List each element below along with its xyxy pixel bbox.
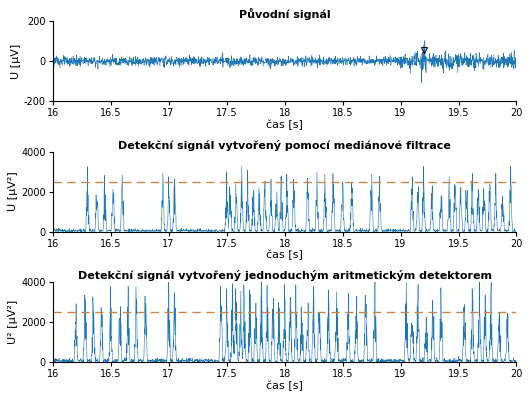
X-axis label: čas [s]: čas [s] <box>266 120 303 130</box>
Title: Detekční signál vytvořený pomocí mediánové filtrace: Detekční signál vytvořený pomocí mediáno… <box>118 140 451 151</box>
X-axis label: čas [s]: čas [s] <box>266 380 303 391</box>
Y-axis label: U [μV²]: U [μV²] <box>8 172 19 211</box>
Y-axis label: U² [μV²]: U² [μV²] <box>8 300 19 344</box>
Y-axis label: U [μV]: U [μV] <box>11 43 21 79</box>
Title: Původní signál: Původní signál <box>239 8 330 20</box>
Title: Detekční signál vytvořený jednoduchým aritmetickým detektorem: Detekční signál vytvořený jednoduchým ar… <box>78 270 492 281</box>
X-axis label: čas [s]: čas [s] <box>266 250 303 260</box>
